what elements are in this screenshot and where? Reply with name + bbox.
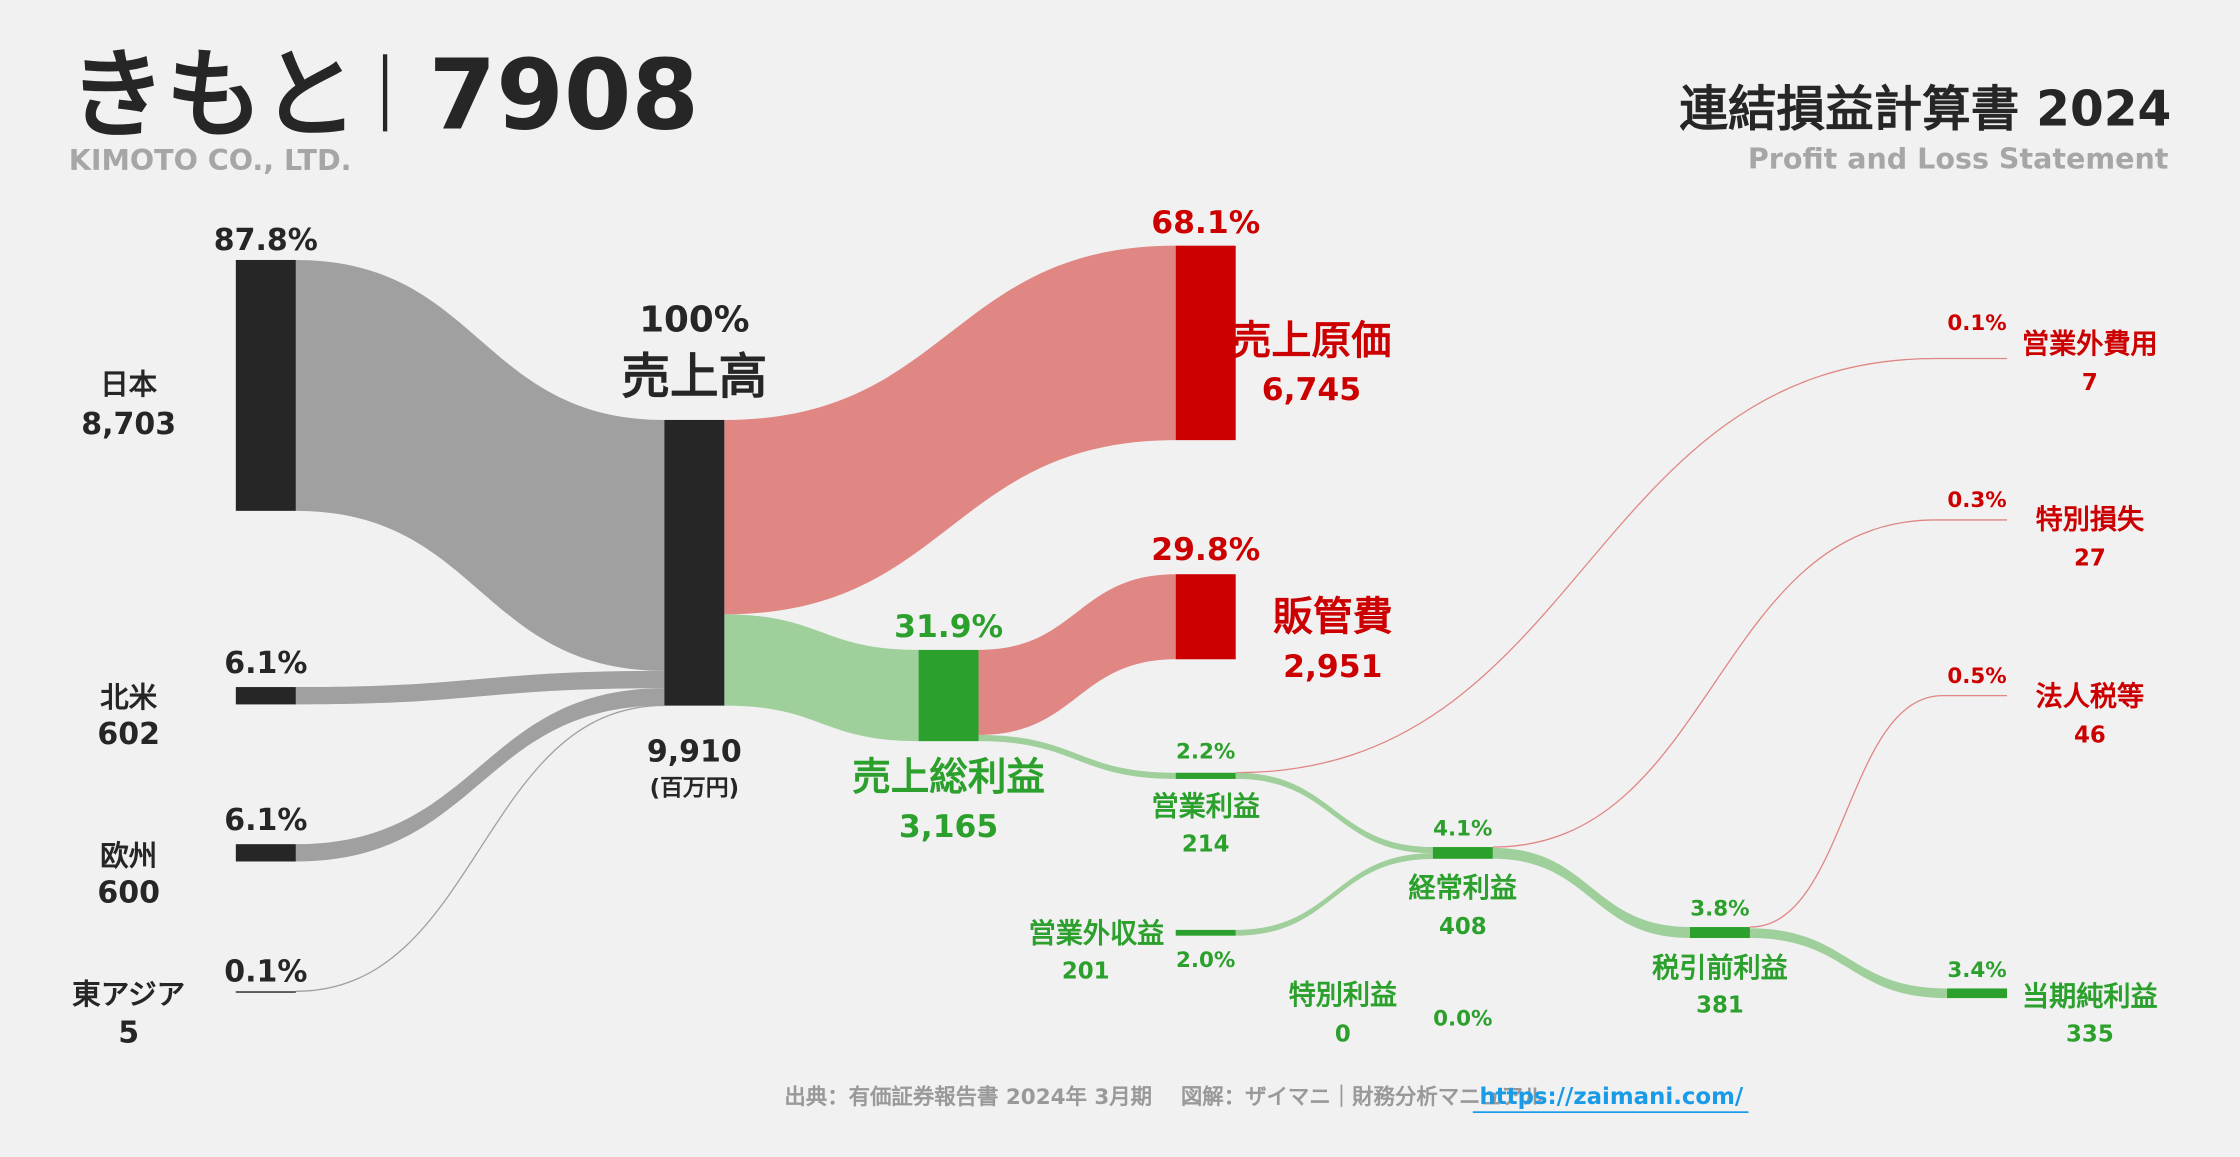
extra-loss-flow (1492, 519, 2008, 848)
segment-flow-2 (295, 688, 665, 862)
non-op-income-label: 営業外収益 (1029, 918, 1165, 950)
operating-profit-value: 214 (1182, 831, 1230, 857)
ordinary-to-pretax-flow (1492, 847, 1690, 939)
non-op-expense-label: 営業外費用 (2022, 328, 2158, 360)
gross-profit-pct: 31.9% (894, 609, 1003, 645)
op-to-ordinary-flow (1235, 772, 1433, 854)
non-op-expense-value: 7 (2082, 370, 2098, 396)
unit-label: (百万円) (650, 776, 739, 802)
non-op-expense-flow (1235, 357, 2008, 774)
pretax-value: 381 (1696, 993, 1744, 1019)
company-en: KIMOTO CO., LTD. (69, 143, 352, 177)
extra-loss-label: 特別損失 (2036, 505, 2145, 536)
segment-pct-japan: 87.8% (214, 223, 318, 258)
non-op-income-value: 201 (1062, 958, 1110, 984)
sga-bar (1175, 574, 1236, 660)
income-tax-pct: 0.5% (1947, 664, 2006, 689)
cogs-pct: 68.1% (1151, 205, 1260, 241)
extra-income-value: 0 (1335, 1021, 1351, 1047)
segment-flow-0 (295, 259, 665, 671)
revenue-pct: 100% (639, 299, 749, 340)
net-profit-pct: 3.4% (1947, 958, 2006, 983)
income-tax-label: 法人税等 (2036, 681, 2145, 713)
statement-subtitle: Profit and Loss Statement (1748, 142, 2169, 176)
operating-profit-label: 営業利益 (1151, 791, 1260, 823)
sga-flow (978, 574, 1176, 735)
segment-flow-1 (295, 670, 665, 705)
cogs-flow (724, 245, 1176, 615)
cogs-value: 6,745 (1262, 372, 1361, 408)
segment-value-eu: 600 (97, 876, 160, 911)
segment-value-na: 602 (97, 717, 160, 752)
segment-label-na: 北米 (100, 680, 158, 714)
income-tax-flow (1749, 694, 2008, 928)
operating-profit-bar (1175, 772, 1236, 779)
sga-label: 販管費 (1273, 594, 1393, 640)
segment-bar-0 (235, 259, 296, 511)
non-op-income-flow (1235, 853, 1433, 936)
non-op-income-bar (1175, 929, 1236, 936)
net-profit-label: 当期純利益 (2022, 981, 2158, 1013)
non-op-expense-pct: 0.1% (1947, 311, 2006, 336)
revenue-bar (664, 419, 725, 706)
segment-flow-3 (295, 704, 665, 992)
sga-pct: 29.8% (1151, 532, 1260, 568)
company-name: きもと (69, 39, 358, 152)
segment-bar-3 (235, 991, 296, 993)
net-profit-value: 335 (2066, 1021, 2114, 1047)
footer-link[interactable]: https://zaimani.com/ (1479, 1084, 1743, 1110)
pretax-pct: 3.8% (1690, 897, 1749, 922)
ordinary-profit-bar (1432, 847, 1493, 859)
gross-profit-label: 売上総利益 (852, 755, 1045, 800)
gross-profit-bar (918, 649, 979, 742)
extra-income-label: 特別利益 (1289, 980, 1397, 1011)
extra-income-pct: 0.0% (1433, 1007, 1492, 1032)
segment-value-ea: 5 (118, 1016, 139, 1051)
ticker: 7908 (429, 39, 699, 152)
title-divider (382, 54, 388, 132)
ordinary-profit-value: 408 (1439, 914, 1487, 940)
extra-loss-value: 27 (2074, 546, 2106, 572)
gross-profit-value: 3,165 (899, 809, 998, 845)
segment-label-japan: 日本 (100, 367, 158, 401)
segment-value-japan: 8,703 (81, 407, 176, 442)
ordinary-profit-pct: 4.1% (1433, 817, 1492, 842)
footer-link-underline (1472, 1111, 1749, 1114)
segment-label-ea: 東アジア (72, 977, 185, 1011)
revenue-label: 売上高 (622, 349, 768, 405)
ordinary-profit-label: 経常利益 (1409, 872, 1518, 904)
gross-profit-flow (724, 614, 919, 742)
pretax-label: 税引前利益 (1652, 952, 1788, 984)
operating-profit-pct: 2.2% (1176, 739, 1235, 764)
net-profit-flow (1749, 928, 1948, 999)
non-op-income-pct: 2.0% (1176, 948, 1235, 973)
segment-bar-1 (235, 687, 296, 705)
income-tax-value: 46 (2074, 723, 2106, 749)
revenue-value: 9,910 (647, 734, 742, 769)
operating-profit-flow (978, 734, 1176, 779)
sga-value: 2,951 (1283, 649, 1382, 685)
segment-pct-na: 6.1% (224, 646, 307, 681)
cogs-label: 売上原価 (1231, 318, 1391, 364)
segment-pct-eu: 6.1% (224, 803, 307, 838)
extra-loss-pct: 0.3% (1947, 488, 2006, 513)
net-profit-bar (1947, 988, 2008, 999)
segment-label-eu: 欧州 (100, 839, 157, 873)
cogs-bar (1175, 245, 1236, 441)
statement-title: 連結損益計算書 2024 (1679, 82, 2171, 138)
pretax-bar (1689, 927, 1750, 939)
segment-pct-ea: 0.1% (224, 954, 307, 989)
segment-bar-2 (235, 844, 296, 862)
footer-source: 出典：有価証券報告書 2024年 3月期 図解：ザイマニ｜財務分析マニュアル (784, 1084, 1544, 1110)
